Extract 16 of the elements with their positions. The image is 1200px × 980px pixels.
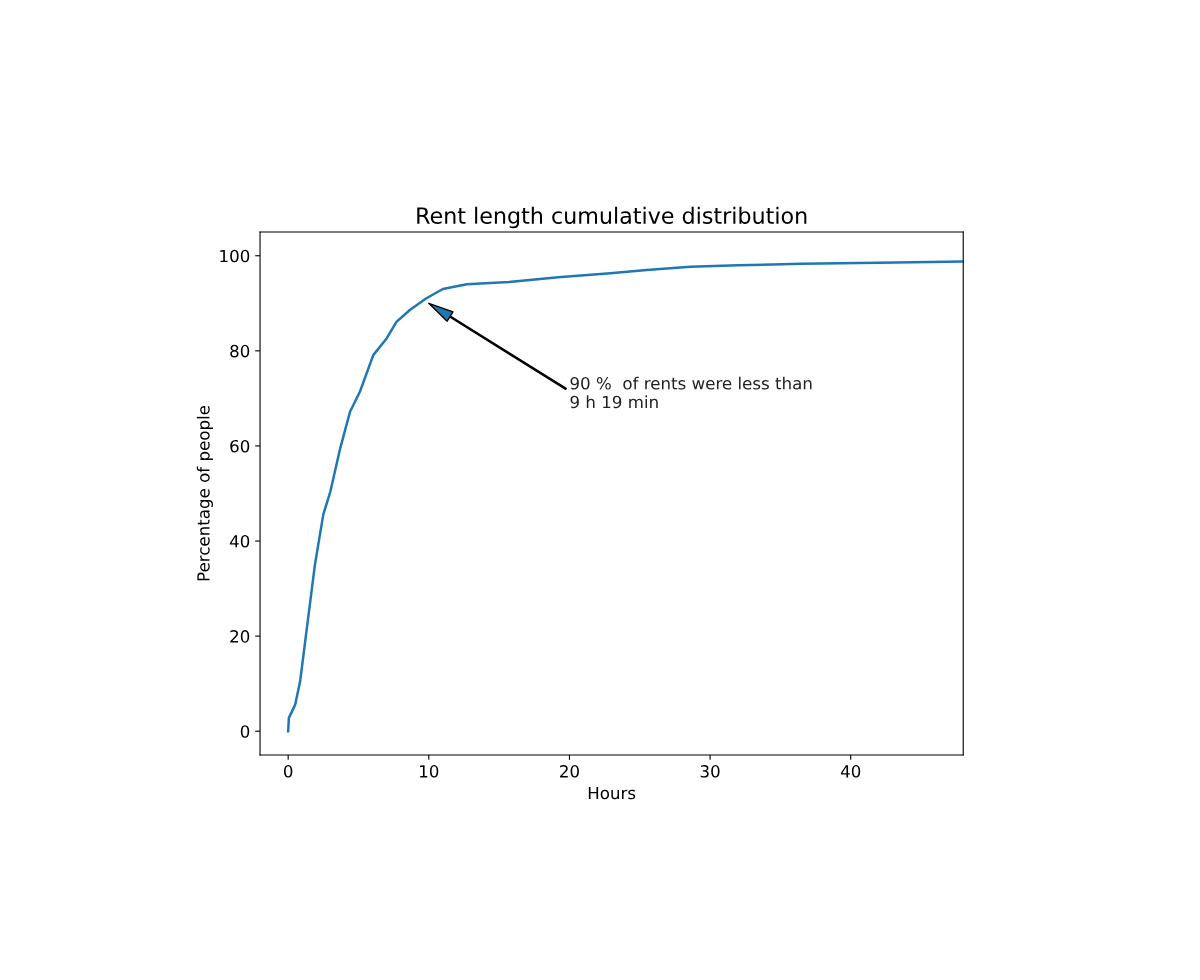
x-tick-label: 10 (420, 765, 439, 778)
annotation: 90 % of rents were less than 9 h 19 min (570, 376, 812, 409)
chart-title: Rent length cumulative distribution (417, 206, 807, 229)
y-axis-title: Percentage of people (196, 405, 213, 581)
x-tick-label: 40 (840, 765, 861, 778)
y-tick-label: 80 (230, 344, 250, 358)
y-tick-label: 20 (230, 630, 250, 643)
y-tick-label: 100 (220, 249, 250, 263)
x-axis-title: Hours (588, 786, 636, 800)
x-tick-label: 30 (700, 765, 720, 778)
x-tick-label: 20 (560, 765, 579, 778)
x-tick-label: 0 (283, 765, 293, 778)
y-tick-label: 60 (230, 439, 250, 453)
y-tick-label: 40 (229, 534, 250, 548)
y-tick-label: 0 (240, 725, 250, 738)
line-series (286, 260, 964, 733)
